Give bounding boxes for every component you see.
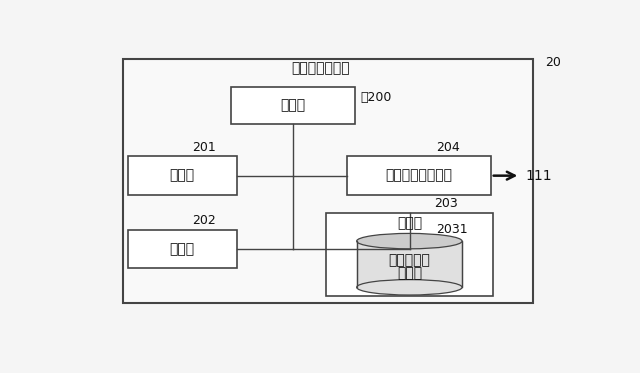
Text: 遺伝子解析装置: 遺伝子解析装置 (291, 61, 349, 75)
Text: 記憶部: 記憶部 (397, 216, 422, 231)
Text: 遺伝子情報: 遺伝子情報 (388, 253, 430, 267)
Bar (128, 229, 237, 268)
Text: 201: 201 (192, 141, 216, 154)
Text: ～200: ～200 (360, 91, 392, 104)
Bar (123, 59, 533, 304)
Text: 204: 204 (436, 141, 460, 154)
Bar (231, 87, 355, 124)
Text: 解析部: 解析部 (170, 242, 195, 256)
Ellipse shape (356, 233, 462, 249)
Polygon shape (356, 241, 462, 287)
Text: 2031: 2031 (436, 223, 468, 236)
Text: 203: 203 (435, 197, 458, 210)
Bar (128, 156, 237, 195)
Text: 遺伝子情報出力部: 遺伝子情報出力部 (385, 169, 452, 183)
Bar (348, 156, 491, 195)
Text: 検出部: 検出部 (170, 169, 195, 183)
Ellipse shape (356, 280, 462, 295)
Text: リスト: リスト (397, 266, 422, 280)
Text: 202: 202 (192, 214, 216, 227)
Text: 111: 111 (525, 169, 552, 183)
Text: 制御部: 制御部 (280, 98, 306, 113)
Text: 20: 20 (545, 56, 561, 69)
Bar (326, 213, 493, 296)
